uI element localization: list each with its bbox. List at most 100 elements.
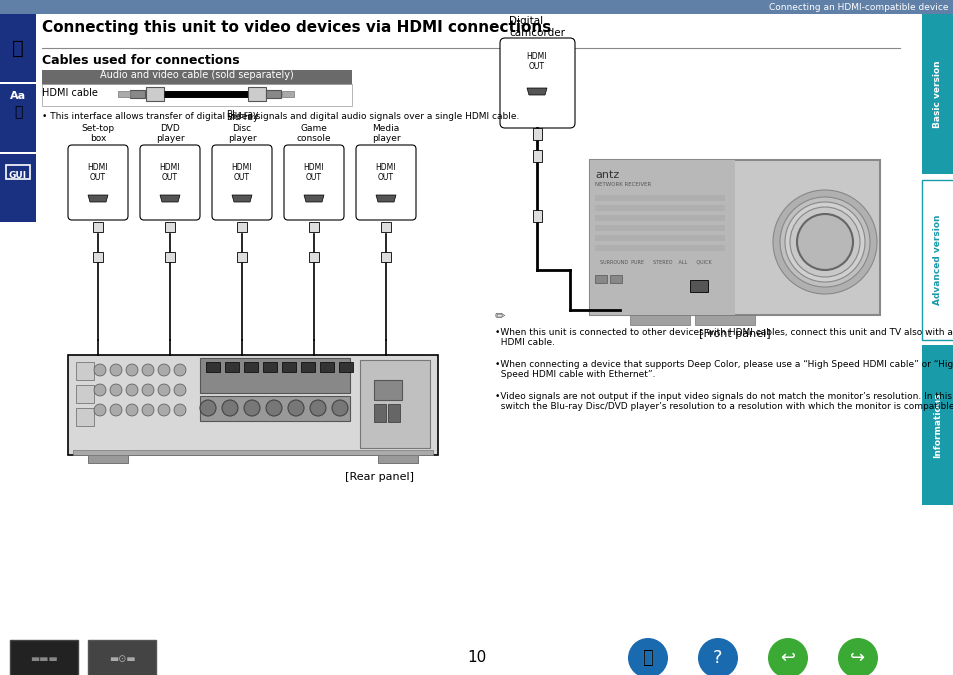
Text: Advanced version: Advanced version	[933, 215, 942, 305]
Bar	[6, 165, 30, 179]
Text: Informations: Informations	[933, 392, 942, 458]
Bar	[589, 160, 734, 315]
Text: •Video signals are not output if the input video signals do not match the monito: •Video signals are not output if the inp…	[495, 392, 953, 411]
Polygon shape	[160, 195, 180, 202]
Text: [Rear panel]: [Rear panel]	[345, 472, 414, 482]
Bar	[118, 91, 130, 97]
Circle shape	[789, 207, 859, 277]
Text: Cables used for connections: Cables used for connections	[42, 54, 239, 67]
Text: Basic version: Basic version	[933, 60, 942, 128]
Text: Aa: Aa	[10, 91, 26, 101]
Bar	[388, 404, 399, 422]
Bar	[282, 91, 294, 97]
Circle shape	[310, 400, 326, 416]
Bar	[76, 362, 94, 380]
Bar	[359, 360, 430, 448]
Bar	[380, 252, 391, 262]
Bar	[225, 362, 239, 372]
Bar	[236, 222, 247, 232]
Polygon shape	[88, 195, 108, 202]
Circle shape	[200, 400, 215, 416]
Circle shape	[110, 404, 122, 416]
Bar	[533, 210, 541, 222]
Text: ↩: ↩	[780, 649, 795, 667]
Circle shape	[266, 400, 282, 416]
Bar	[165, 252, 174, 262]
Bar	[301, 362, 314, 372]
Bar	[206, 362, 220, 372]
Bar	[42, 84, 352, 106]
Text: Game
console: Game console	[296, 124, 331, 143]
Circle shape	[627, 638, 667, 675]
Text: Media
player: Media player	[372, 124, 400, 143]
FancyBboxPatch shape	[68, 145, 128, 220]
Bar	[244, 362, 257, 372]
Bar	[73, 450, 433, 455]
FancyBboxPatch shape	[212, 145, 272, 220]
Text: 📖: 📖	[12, 38, 24, 57]
Circle shape	[94, 384, 106, 396]
Bar	[338, 362, 353, 372]
Bar	[200, 358, 350, 393]
Text: Connecting this unit to video devices via HDMI connections: Connecting this unit to video devices vi…	[42, 20, 551, 35]
Text: Connecting an HDMI-compatible device: Connecting an HDMI-compatible device	[769, 3, 948, 11]
Circle shape	[698, 638, 738, 675]
Bar	[165, 222, 174, 232]
Circle shape	[110, 384, 122, 396]
Circle shape	[158, 404, 170, 416]
Circle shape	[767, 638, 807, 675]
Circle shape	[173, 384, 186, 396]
Bar	[42, 70, 352, 85]
Bar	[921, 14, 953, 174]
Text: Digital
camcorder: Digital camcorder	[509, 16, 564, 38]
Circle shape	[244, 400, 260, 416]
Bar	[0, 14, 36, 82]
Bar	[319, 362, 334, 372]
Text: DVD
player: DVD player	[155, 124, 184, 143]
Text: ▬▬▬: ▬▬▬	[30, 654, 58, 664]
Text: ✏: ✏	[495, 310, 505, 323]
Text: Blu-ray: Blu-ray	[226, 110, 258, 119]
Bar	[263, 362, 276, 372]
Circle shape	[94, 404, 106, 416]
Text: HDMI
OUT: HDMI OUT	[159, 163, 180, 182]
Bar	[76, 385, 94, 403]
Text: GUI: GUI	[9, 171, 27, 180]
Bar	[533, 128, 541, 140]
Bar	[595, 235, 724, 241]
Bar	[921, 180, 953, 340]
Bar	[595, 225, 724, 231]
Circle shape	[110, 364, 122, 376]
Text: HDMI
OUT: HDMI OUT	[526, 52, 547, 72]
Circle shape	[332, 400, 348, 416]
Bar	[76, 408, 94, 426]
Bar	[266, 90, 281, 98]
Circle shape	[222, 400, 237, 416]
Circle shape	[158, 364, 170, 376]
Bar	[695, 315, 754, 325]
Bar	[595, 275, 606, 283]
Text: [Front panel]: [Front panel]	[699, 329, 770, 339]
Circle shape	[173, 404, 186, 416]
Bar	[146, 87, 164, 101]
FancyBboxPatch shape	[284, 145, 344, 220]
Text: NETWORK RECEIVER: NETWORK RECEIVER	[595, 182, 651, 187]
Bar	[92, 252, 103, 262]
Bar	[10, 640, 78, 675]
Text: 📖: 📖	[642, 649, 653, 667]
Bar	[92, 222, 103, 232]
Text: ↪: ↪	[849, 649, 864, 667]
Bar	[130, 90, 145, 98]
Bar	[0, 84, 36, 152]
Text: ?: ?	[713, 649, 722, 667]
Bar	[609, 275, 621, 283]
Bar	[595, 215, 724, 221]
Text: HDMI
OUT: HDMI OUT	[375, 163, 395, 182]
Bar	[377, 455, 417, 463]
Text: 10: 10	[467, 650, 486, 665]
Text: HDMI
OUT: HDMI OUT	[303, 163, 324, 182]
Text: • This interface allows transfer of digital video signals and digital audio sign: • This interface allows transfer of digi…	[42, 112, 518, 121]
Text: HDMI
OUT: HDMI OUT	[232, 163, 252, 182]
Bar	[248, 87, 266, 101]
Circle shape	[142, 384, 153, 396]
